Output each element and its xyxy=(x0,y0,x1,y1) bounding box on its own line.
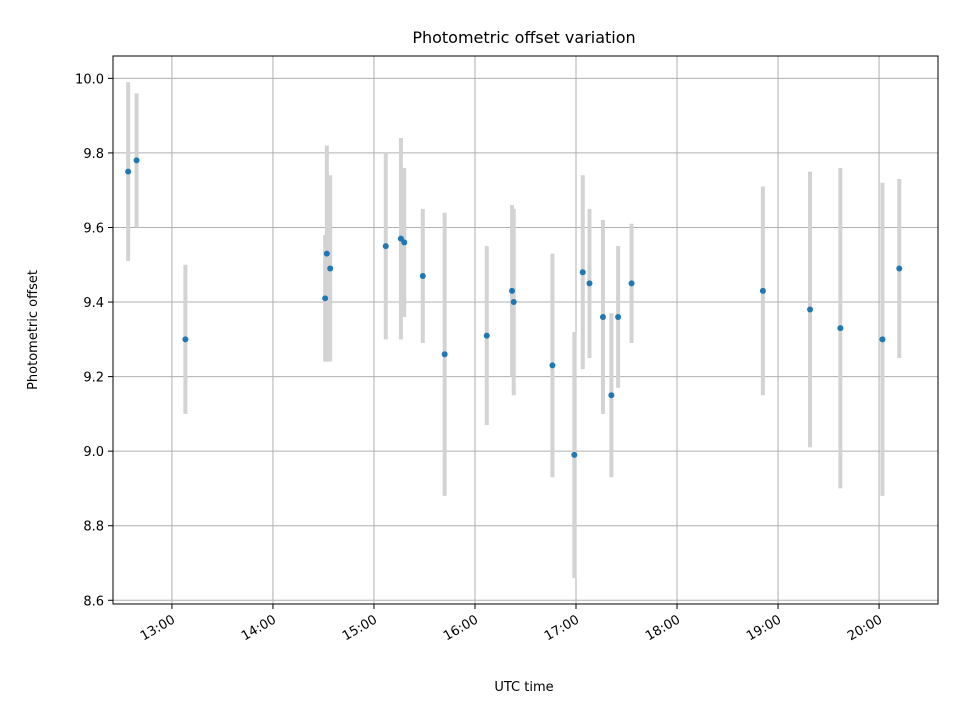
y-tick-label: 10.0 xyxy=(75,72,104,87)
plot-frame xyxy=(112,55,939,605)
data-point xyxy=(327,265,334,272)
data-point xyxy=(510,299,517,306)
data-point xyxy=(322,295,329,302)
x-tick-label: 20:00 xyxy=(845,612,885,644)
data-point xyxy=(382,243,389,250)
y-tick-label: 9.2 xyxy=(83,371,104,386)
data-point xyxy=(133,157,140,164)
data-point xyxy=(125,168,132,175)
x-axis-label: UTC time xyxy=(494,680,553,695)
data-point xyxy=(323,250,330,257)
x-tick-label: 19:00 xyxy=(744,612,784,644)
data-point xyxy=(483,332,490,339)
data-point xyxy=(419,272,426,279)
error-bar-layer xyxy=(126,82,902,578)
data-point-layer xyxy=(125,157,903,458)
y-axis-ticks: 8.6 8.8 9.0 9.2 9.4 9.6 9.8 10.0 xyxy=(75,72,113,609)
data-point xyxy=(401,239,408,246)
x-tick-label: 16:00 xyxy=(441,612,481,644)
data-point xyxy=(837,325,844,332)
data-point xyxy=(182,336,189,343)
x-tick-label: 18:00 xyxy=(643,612,683,644)
y-tick-label: 8.6 xyxy=(83,594,104,609)
data-point xyxy=(586,280,593,287)
data-point xyxy=(807,306,814,313)
grid-layer xyxy=(113,56,938,604)
x-tick-label: 14:00 xyxy=(239,612,279,644)
chart-title: Photometric offset variation xyxy=(412,28,635,47)
y-tick-label: 8.8 xyxy=(83,520,104,535)
data-point xyxy=(579,269,586,276)
x-axis-ticks: 13:00 14:00 15:00 16:00 17:00 18:00 19:00 20:00 xyxy=(138,604,885,644)
x-tick-label: 15:00 xyxy=(340,612,380,644)
x-tick-label: 13:00 xyxy=(138,612,178,644)
data-point xyxy=(599,313,606,320)
y-tick-label: 9.8 xyxy=(83,147,104,162)
data-point xyxy=(608,392,615,399)
data-point xyxy=(509,287,516,294)
data-point xyxy=(615,313,622,320)
data-point xyxy=(759,287,766,294)
data-point xyxy=(879,336,886,343)
y-tick-label: 9.4 xyxy=(83,296,104,311)
y-axis-label: Photometric offset xyxy=(26,270,41,390)
y-tick-label: 9.6 xyxy=(83,221,104,236)
data-point xyxy=(896,265,903,272)
data-point xyxy=(549,362,556,369)
data-point xyxy=(628,280,635,287)
data-point xyxy=(441,351,448,358)
x-tick-label: 17:00 xyxy=(542,612,582,644)
data-point xyxy=(571,451,578,458)
y-tick-label: 9.0 xyxy=(83,445,104,460)
